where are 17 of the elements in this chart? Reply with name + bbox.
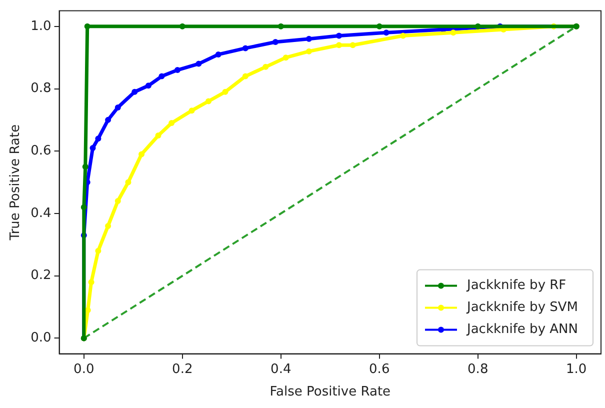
x-axis-title: False Positive Rate bbox=[270, 384, 391, 400]
x-tick-label: 0.2 bbox=[172, 362, 193, 377]
x-tick-label: 1.0 bbox=[566, 362, 587, 377]
x-tick-label: 0.4 bbox=[270, 362, 292, 377]
y-tick-label: 0.4 bbox=[30, 206, 52, 221]
y-tick-label: 0.0 bbox=[30, 330, 52, 346]
y-tick-label: 0.6 bbox=[30, 143, 52, 158]
y-axis-title: True Positive Rate bbox=[8, 124, 24, 242]
x-tick-label: 0.0 bbox=[74, 362, 94, 377]
x-tick-label: 0.8 bbox=[468, 362, 488, 377]
y-tick-label: 0.2 bbox=[30, 268, 52, 284]
y-tick-label: 0.8 bbox=[30, 81, 52, 96]
y-tick-label: 1.0 bbox=[30, 18, 52, 34]
x-tick-label: 0.6 bbox=[369, 362, 390, 377]
legend-label: Jackknife by SVM bbox=[466, 300, 578, 316]
legend-label: Jackknife by ANN bbox=[466, 322, 578, 338]
legend-label: Jackknife by RF bbox=[466, 278, 566, 294]
